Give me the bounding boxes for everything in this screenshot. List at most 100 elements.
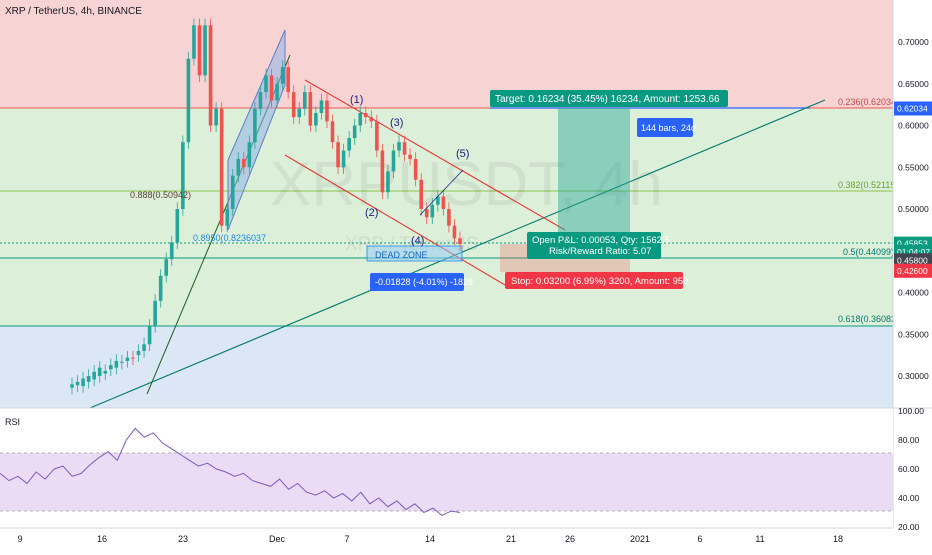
time-tick-3: Dec [269, 534, 286, 544]
time-tick-9: 6 [697, 534, 702, 544]
candle-body [297, 108, 302, 118]
price-tick-3: 0.55000 [898, 162, 929, 172]
candle-body [81, 378, 85, 387]
candle-body [203, 25, 207, 76]
candle-body [192, 25, 196, 59]
candle-body [142, 344, 146, 351]
candle-body [402, 142, 407, 155]
wave-3-label: (3) [390, 117, 403, 129]
price-badge-0: 0.62034 [897, 104, 928, 114]
dead-zone-label: DEAD ZONE [375, 250, 428, 260]
candle-body [242, 158, 246, 168]
stop-label: Stop: 0.03200 (6.99%) 3200, Amount: 950 [511, 276, 688, 287]
candle-body [169, 242, 174, 260]
candle-body [70, 384, 74, 388]
pnl-box[interactable] [527, 232, 661, 259]
zone-red [0, 0, 893, 108]
candle-body [219, 108, 224, 226]
time-tick-5: 14 [425, 534, 435, 544]
candle-body [424, 209, 429, 218]
fib-mid-label: 0.8950(0.8236037 [193, 233, 266, 243]
stop-box[interactable] [505, 272, 683, 289]
candle-body [181, 142, 185, 209]
candle-body [197, 25, 202, 76]
price-tick-7: 0.35000 [898, 329, 929, 339]
bars-box[interactable] [637, 118, 693, 137]
candle-body [347, 138, 351, 151]
price-tick-6: 0.40000 [898, 288, 929, 298]
candle-body [269, 75, 274, 101]
candle-body [225, 209, 229, 226]
candle-body [413, 158, 418, 180]
time-tick-1: 16 [97, 534, 107, 544]
dead-zone-box [366, 245, 463, 262]
time-tick-8: 2021 [630, 534, 650, 544]
candle-body [330, 121, 335, 143]
time-tick-6: 21 [506, 534, 516, 544]
wave-4-label: (4) [411, 235, 424, 247]
channel-top [304, 79, 566, 231]
price-axis[interactable] [893, 0, 932, 408]
candle-body [158, 275, 163, 301]
measure-label: -0.01828 (-4.01%) -1828 [375, 277, 473, 287]
candle-body [314, 112, 318, 126]
candle-body [441, 196, 446, 209]
candle-body [236, 158, 241, 176]
candle-body [308, 92, 313, 126]
target-label: Target: 0.16234 (35.45%) 16234, Amount: … [495, 94, 720, 105]
price-badge-2: 01:04:07 [897, 247, 930, 257]
price-ticks: 0.700000.650000.600000.550000.500000.450… [898, 37, 929, 381]
candle-body [436, 196, 440, 205]
candle-body [391, 150, 396, 172]
candle-body [103, 370, 108, 374]
candle-body [358, 112, 363, 126]
candle-body [280, 67, 285, 84]
fib-label-0618: 0.618(0.36082) [838, 314, 899, 324]
wave-1-label: (1) [350, 94, 363, 106]
target-box[interactable] [490, 90, 728, 107]
measure-box[interactable] [370, 273, 464, 291]
fib-left-label: 0.888(0.50942) [130, 190, 191, 200]
price-badge-1: 0.45853 [897, 239, 928, 249]
price-tick-8: 0.30000 [898, 371, 929, 381]
price-tick-2: 0.60000 [898, 121, 929, 131]
pnl-label: Open P&L: 0.00053, Qty: 1562.5 [532, 235, 670, 246]
candle-body [230, 175, 235, 209]
time-tick-0: 9 [17, 534, 22, 544]
candle-body [147, 325, 152, 345]
candle-body [386, 171, 390, 193]
candle-body [86, 376, 91, 382]
candle-body [186, 58, 191, 143]
time-ticks[interactable]: 9 16 23 Dec 7 14 21 26 2021 6 11 18 [17, 534, 843, 544]
candle-body [380, 150, 385, 193]
rsi-tick-4: 20.00 [898, 522, 920, 532]
zone-blue [0, 326, 893, 408]
candle-body [253, 108, 257, 143]
price-badge-bg-4 [894, 263, 932, 278]
candle-body [131, 357, 135, 359]
rsi-title: RSI [5, 417, 20, 427]
candle-body [341, 150, 346, 168]
time-tick-4: 7 [344, 534, 349, 544]
time-tick-10: 11 [755, 534, 764, 544]
rsi-tick-3: 40.00 [898, 493, 920, 503]
candle-body [397, 142, 401, 151]
candle-body [286, 67, 290, 93]
channel-bottom [284, 154, 506, 286]
price-badge-bg-3 [894, 253, 932, 268]
price-tick-4: 0.50000 [898, 204, 929, 214]
candle-body [92, 371, 96, 380]
candle-body [352, 125, 357, 139]
candles [70, 18, 462, 395]
rr-label: Risk/Reward Ratio: 5.07 [549, 246, 651, 257]
candle-body [369, 117, 374, 122]
candle-body [319, 100, 324, 113]
price-badge-4: 0.42600 [897, 266, 928, 276]
candle-body [336, 142, 340, 168]
time-tick-11: 18 [833, 534, 843, 544]
candle-body [408, 154, 412, 159]
time-tick-2: 23 [178, 534, 188, 544]
rsi-band [0, 453, 893, 511]
